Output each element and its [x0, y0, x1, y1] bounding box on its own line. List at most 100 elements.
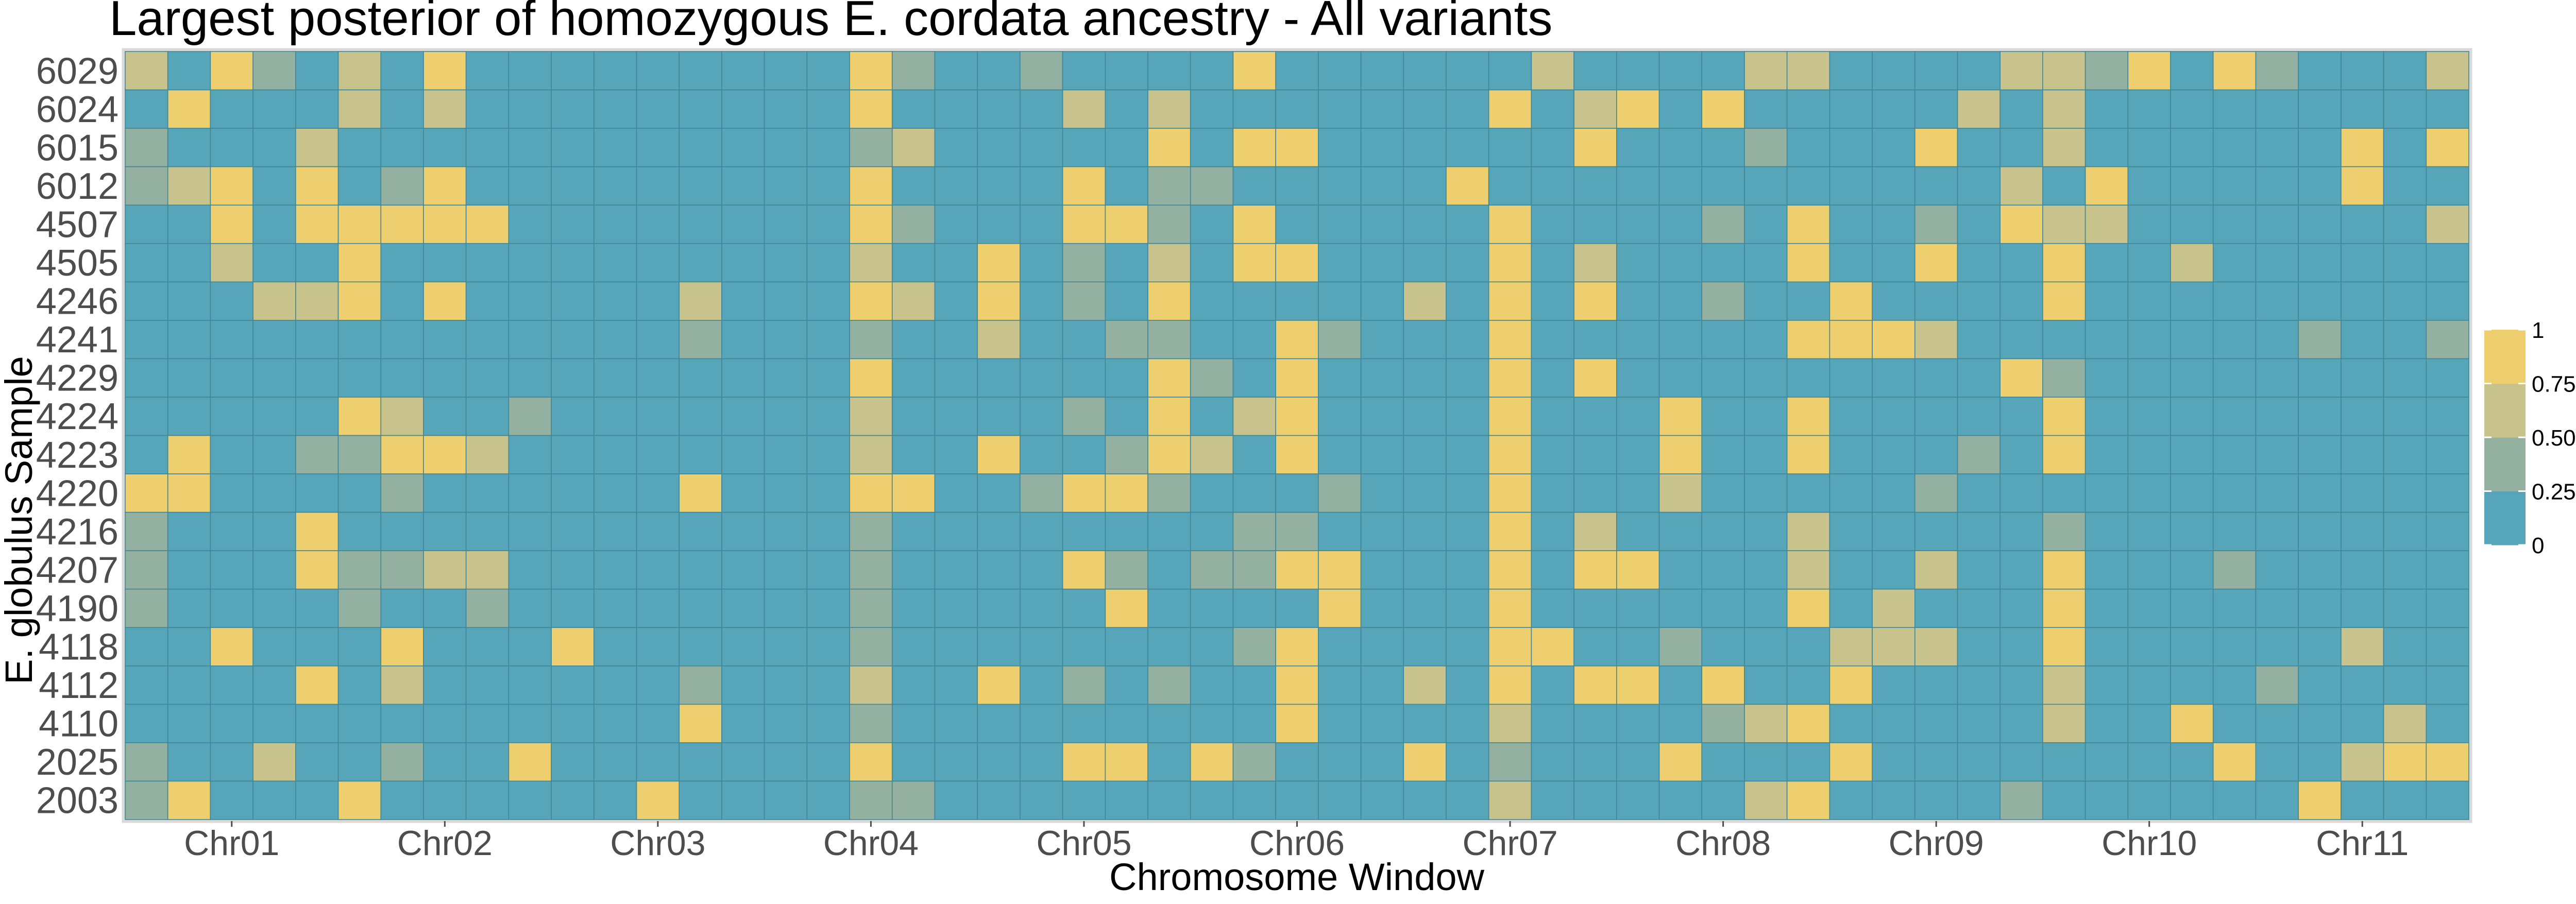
- heatmap-cell: [295, 473, 339, 513]
- heatmap-cell: [2426, 89, 2469, 129]
- heatmap-cell: [1020, 128, 1063, 167]
- heatmap-cell: [2042, 358, 2086, 398]
- heatmap-cell: [167, 51, 211, 91]
- heatmap-cell: [806, 511, 850, 551]
- heatmap-cell: [2383, 281, 2427, 321]
- heatmap-cell: [849, 550, 893, 590]
- heatmap-cell: [1488, 550, 1532, 590]
- heatmap-cell: [1275, 320, 1319, 360]
- heatmap-cell: [1062, 588, 1106, 628]
- chart-title: Largest posterior of homozygous E. corda…: [109, 0, 1552, 46]
- heatmap-cell: [1829, 473, 1873, 513]
- heatmap-cell: [1957, 435, 2001, 474]
- heatmap-cell: [295, 243, 339, 283]
- heatmap-cell: [2341, 397, 2384, 436]
- heatmap-cell: [1658, 666, 1703, 705]
- heatmap-cell: [1872, 588, 1916, 628]
- heatmap-cell: [1786, 243, 1831, 283]
- heatmap-cell: [295, 780, 339, 820]
- heatmap-cell: [2042, 320, 2086, 360]
- heatmap-cell: [210, 166, 253, 206]
- heatmap-cell: [167, 128, 211, 167]
- heatmap-cell: [849, 704, 893, 743]
- heatmap-cell: [380, 128, 424, 167]
- heatmap-cell: [1147, 281, 1191, 321]
- heatmap-cell: [934, 704, 978, 743]
- heatmap-cell: [1190, 320, 1234, 360]
- heatmap-cell: [1872, 397, 1916, 436]
- heatmap-cell: [1020, 588, 1063, 628]
- heatmap-cell: [2042, 51, 2086, 91]
- heatmap-cell: [1446, 666, 1489, 705]
- heatmap-cell: [465, 243, 510, 283]
- x-tick-label: Chr07: [1462, 824, 1557, 863]
- heatmap-cell: [1999, 780, 2043, 820]
- heatmap-cell: [1403, 166, 1447, 206]
- heatmap-cell: [1786, 704, 1831, 743]
- heatmap-cell: [1318, 627, 1362, 667]
- heatmap-cell: [1190, 511, 1234, 551]
- heatmap-cell: [806, 243, 850, 283]
- y-tick-label: 2003: [36, 780, 118, 822]
- heatmap-cell: [1616, 473, 1660, 513]
- heatmap-cell: [252, 320, 296, 360]
- heatmap-cell: [2255, 204, 2299, 244]
- heatmap-cell: [423, 627, 467, 667]
- heatmap-cell: [764, 166, 808, 206]
- heatmap-cell: [1999, 473, 2043, 513]
- heatmap-cell: [1020, 358, 1063, 398]
- heatmap-cell: [423, 204, 467, 244]
- heatmap-cell: [1147, 588, 1191, 628]
- heatmap-cell: [125, 473, 168, 513]
- heatmap-cell: [806, 128, 850, 167]
- heatmap-cell: [380, 742, 424, 782]
- heatmap-cell: [167, 358, 211, 398]
- x-tick-label: Chr04: [823, 824, 919, 863]
- heatmap-cell: [1062, 320, 1106, 360]
- heatmap-cell: [125, 281, 168, 321]
- heatmap-cell: [2084, 320, 2129, 360]
- heatmap-cell: [1403, 204, 1447, 244]
- heatmap-cell: [1020, 204, 1063, 244]
- heatmap-cell: [1531, 780, 1574, 820]
- y-tick-label: 6029: [36, 50, 118, 92]
- heatmap-cell: [2084, 666, 2129, 705]
- heatmap-cell: [1488, 742, 1532, 782]
- heatmap-cell: [1147, 511, 1191, 551]
- heatmap-cell: [1275, 128, 1319, 167]
- heatmap-cell: [1786, 128, 1831, 167]
- heatmap-cell: [1658, 358, 1703, 398]
- heatmap-cell: [2383, 89, 2427, 129]
- heatmap-cell: [167, 666, 211, 705]
- heatmap-cell: [423, 511, 467, 551]
- heatmap-cell: [1744, 204, 1788, 244]
- heatmap-cell: [337, 51, 382, 91]
- heatmap-cell: [679, 666, 722, 705]
- heatmap-cell: [806, 550, 850, 590]
- heatmap-cell: [977, 666, 1021, 705]
- heatmap-cell: [806, 320, 850, 360]
- heatmap-cell: [1872, 435, 1916, 474]
- heatmap-cell: [849, 511, 893, 551]
- heatmap-cell: [295, 51, 339, 91]
- heatmap-cell: [2084, 397, 2129, 436]
- heatmap-cell: [210, 473, 253, 513]
- heatmap-cell: [1360, 742, 1404, 782]
- heatmap-cell: [465, 627, 510, 667]
- heatmap-cell: [1275, 435, 1319, 474]
- heatmap-cell: [1318, 435, 1362, 474]
- heatmap-cell: [1701, 89, 1745, 129]
- heatmap-cell: [1446, 704, 1489, 743]
- heatmap-cell: [1190, 243, 1234, 283]
- heatmap-cell: [337, 473, 382, 513]
- heatmap-cell: [679, 89, 722, 129]
- heatmap-cell: [679, 742, 722, 782]
- heatmap-cell: [977, 550, 1021, 590]
- heatmap-cell: [977, 358, 1021, 398]
- heatmap-cell: [849, 780, 893, 820]
- heatmap-cell: [380, 320, 424, 360]
- heatmap-cell: [465, 89, 510, 129]
- colorbar-tick-label: 0: [2532, 533, 2544, 558]
- heatmap-cell: [1999, 128, 2043, 167]
- heatmap-cell: [1318, 89, 1362, 129]
